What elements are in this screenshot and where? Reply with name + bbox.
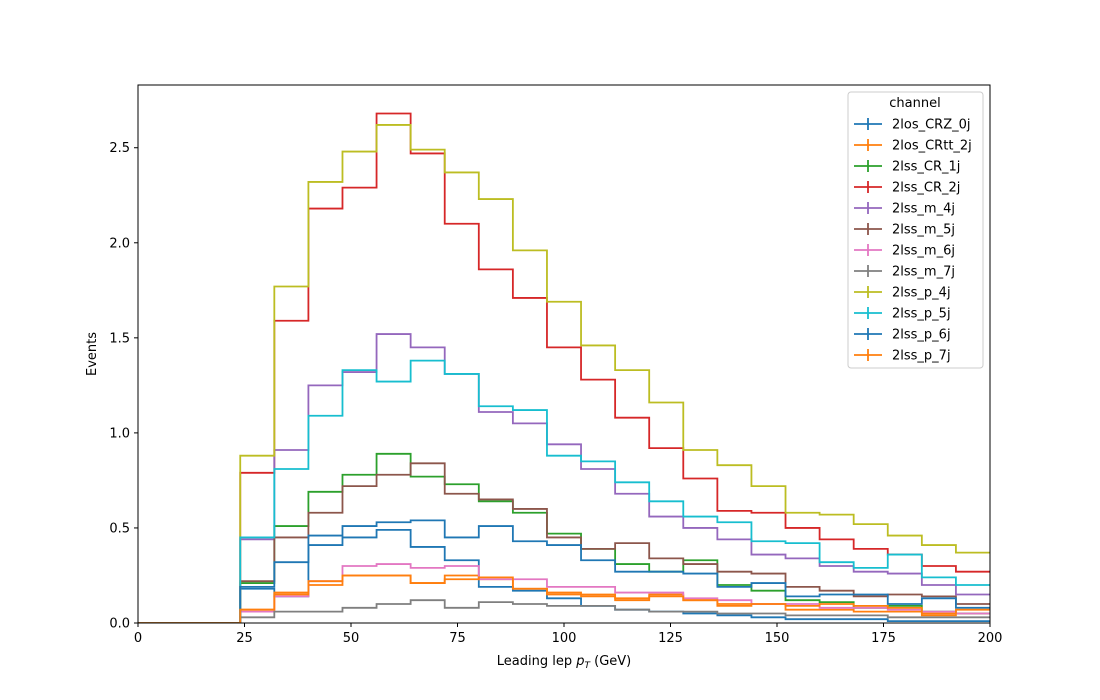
y-tick-label: 1.5	[109, 331, 130, 346]
x-tick-label: 25	[236, 631, 253, 646]
legend-item-2los_CRtt_2j: 2los_CRtt_2j	[854, 139, 972, 154]
legend-item-2lss_CR_2j: 2lss_CR_2j	[854, 181, 960, 196]
legend: channel 2los_CRZ_0j 2los_CRtt_2j 2lss_CR_1…	[847, 91, 984, 369]
legend-item-2lss_CR_1j: 2lss_CR_1j	[854, 160, 960, 175]
y-axis: 0.0 0.5 1.0 1.5 2.0 2.5	[109, 141, 138, 632]
x-axis: 0 25 50 75 100 125 150 175 200	[134, 623, 1003, 646]
series-line-2lss_m_6j	[138, 563, 990, 623]
legend-label: 2lss_m_5j	[892, 223, 955, 238]
x-tick-label: 150	[765, 631, 790, 646]
series-line-2lss_p_6j	[138, 519, 990, 623]
y-tick-label: 0.0	[109, 617, 130, 632]
series-line-2lss_p_5j	[138, 359, 990, 623]
legend-label: 2lss_p_6j	[892, 328, 951, 343]
legend-title: channel	[889, 96, 940, 111]
legend-box	[847, 91, 984, 369]
y-tick-label: 2.5	[109, 141, 130, 156]
series-line-2lss_m_7j	[138, 599, 990, 623]
x-axis-title-unit: (GeV)	[590, 654, 631, 669]
x-tick-label: 0	[134, 631, 142, 646]
x-axis-title: Leading lep pT (GeV)	[497, 654, 631, 671]
series-layer	[138, 112, 990, 623]
legend-label: 2lss_m_7j	[892, 265, 955, 280]
legend-label: 2lss_p_4j	[892, 286, 951, 301]
y-tick-label: 2.0	[109, 236, 130, 251]
legend-label: 2los_CRtt_2j	[892, 139, 972, 154]
x-tick-label: 50	[343, 631, 360, 646]
y-axis-title: Events	[85, 332, 100, 376]
y-tick-label: 1.0	[109, 426, 130, 441]
x-tick-label: 100	[552, 631, 577, 646]
legend-label: 2lss_CR_2j	[892, 181, 960, 196]
x-axis-title-symbol: p	[575, 654, 584, 669]
legend-item-2lss_m_6j: 2lss_m_6j	[854, 244, 955, 259]
legend-item-2lss_p_7j: 2lss_p_7j	[854, 349, 951, 364]
legend-label: 2lss_p_5j	[892, 307, 951, 322]
legend-item-2lss_p_4j: 2lss_p_4j	[854, 286, 951, 301]
legend-label: 2lss_p_7j	[892, 349, 951, 364]
legend-item-2lss_m_5j: 2lss_m_5j	[854, 223, 955, 238]
x-tick-label: 75	[449, 631, 466, 646]
legend-item-2lss_m_7j: 2lss_m_7j	[854, 265, 955, 280]
legend-label: 2lss_m_6j	[892, 244, 955, 259]
y-tick-label: 0.5	[109, 521, 130, 536]
x-axis-title-main: Leading lep	[497, 654, 576, 669]
legend-item-2los_CRZ_0j: 2los_CRZ_0j	[854, 118, 971, 133]
legend-label: 2lss_CR_1j	[892, 160, 960, 175]
x-tick-label: 200	[978, 631, 1003, 646]
legend-item-2lss_p_5j: 2lss_p_5j	[854, 307, 951, 322]
legend-item-2lss_m_4j: 2lss_m_4j	[854, 202, 955, 217]
x-axis-title-subscript: T	[584, 661, 591, 671]
x-tick-label: 125	[658, 631, 683, 646]
series-line-2lss_p_4j	[138, 124, 990, 623]
series-line-2lss_p_7j	[138, 574, 990, 623]
legend-item-2lss_p_6j: 2lss_p_6j	[854, 328, 951, 343]
legend-label: 2lss_m_4j	[892, 202, 955, 217]
legend-label: 2los_CRZ_0j	[892, 118, 971, 133]
legend-items: 2los_CRZ_0j 2los_CRtt_2j 2lss_CR_1j 2lss_CR…	[854, 118, 972, 364]
x-tick-label: 175	[871, 631, 896, 646]
series-line-2lss_m_5j	[138, 462, 990, 623]
